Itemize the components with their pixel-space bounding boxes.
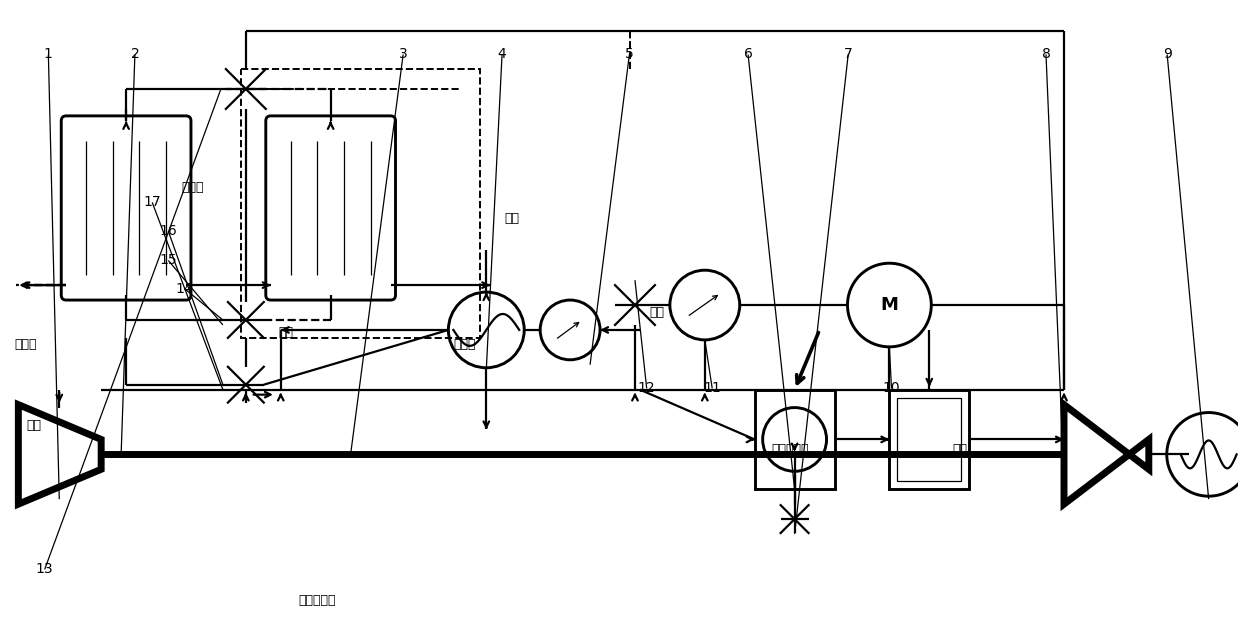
Text: 干烟气: 干烟气 xyxy=(453,338,476,351)
Text: 6: 6 xyxy=(743,48,752,61)
Text: 给水: 给水 xyxy=(649,306,664,319)
Text: 聚焦太阳光: 聚焦太阳光 xyxy=(772,443,809,456)
Text: 5: 5 xyxy=(624,48,634,61)
Bar xyxy=(755,389,835,489)
Text: 17: 17 xyxy=(144,196,161,209)
Text: 1: 1 xyxy=(43,48,53,61)
Text: 2: 2 xyxy=(130,48,139,61)
Text: 12: 12 xyxy=(638,381,655,396)
Text: 9: 9 xyxy=(1162,48,1172,61)
Bar xyxy=(240,69,481,338)
Text: 高温湿尾气: 高温湿尾气 xyxy=(297,594,336,607)
Bar xyxy=(897,398,961,482)
Text: 16: 16 xyxy=(160,224,177,238)
Text: 15: 15 xyxy=(160,253,177,268)
Text: 水荅气: 水荅气 xyxy=(182,181,204,194)
Text: 4: 4 xyxy=(498,48,507,61)
Text: 14: 14 xyxy=(176,282,193,295)
Text: 11: 11 xyxy=(704,381,721,396)
Text: 烟气: 烟气 xyxy=(279,326,294,339)
Text: 燃料: 燃料 xyxy=(952,443,966,456)
Text: 空气: 空气 xyxy=(26,419,41,433)
Text: 13: 13 xyxy=(36,562,53,576)
Text: 10: 10 xyxy=(882,381,901,396)
Text: 排烟: 排烟 xyxy=(504,212,519,225)
Bar xyxy=(890,389,969,489)
Text: 3: 3 xyxy=(399,48,408,61)
Text: 8: 8 xyxy=(1042,48,1051,61)
Text: 7: 7 xyxy=(844,48,852,61)
Text: 干烟气: 干烟气 xyxy=(15,338,37,351)
Text: M: M xyxy=(881,296,898,314)
